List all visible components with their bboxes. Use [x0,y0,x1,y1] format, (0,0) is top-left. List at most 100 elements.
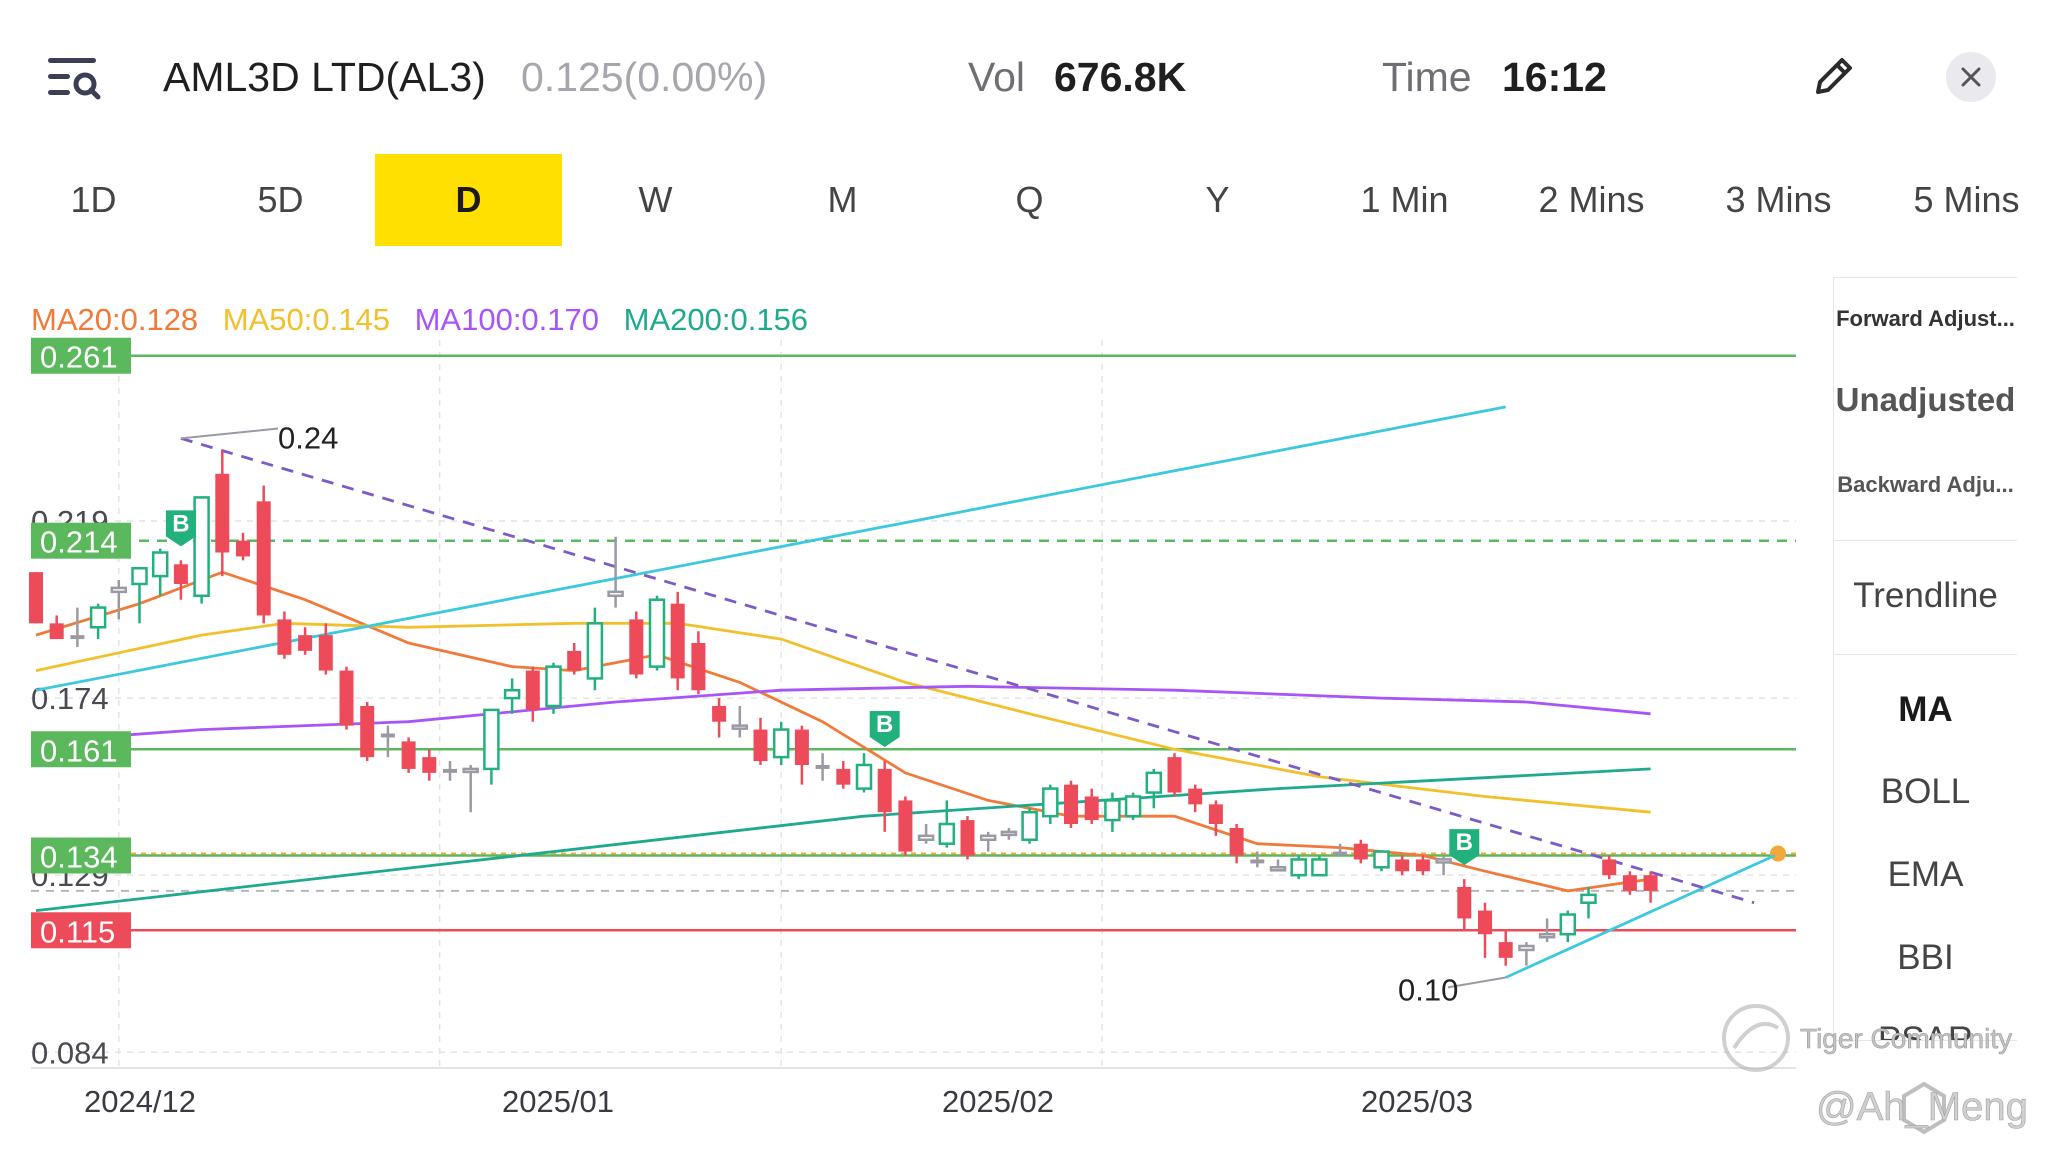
indicator-bbi[interactable]: BBI [1897,938,1954,977]
candle-body [691,643,706,691]
annotation-high: 0.24 [278,420,338,455]
buy-marker-label: B [1456,829,1473,856]
forward-adjust-option[interactable]: Forward Adjust... [1836,306,2015,331]
candle-body [173,564,188,584]
period-tabs: 1D 5D D W M Q Y 1 Min 2 Mins 3 Mins 5 Mins [0,154,2048,246]
annotation-low: 0.10 [1398,972,1458,1007]
candle-body [1559,913,1577,936]
candle-body [1124,795,1142,818]
tab-y[interactable]: Y [1205,179,1230,220]
candle-body [1104,799,1121,822]
candle-body [917,834,935,842]
volume-value: 676.8K [1054,54,1187,100]
candle-body [1021,810,1038,842]
candle-body [401,741,416,769]
candle-body [898,800,913,852]
backward-adjust-option[interactable]: Backward Adju... [1837,472,2014,497]
candle-body [1167,757,1182,793]
y-tick-label: 0.219 [31,504,109,539]
watermark-handle: @Ah_Meng [1816,1085,2028,1129]
candle-body [648,598,666,668]
close-icon [1961,67,1981,87]
annotation-leader [1447,976,1506,989]
candle-body [1602,859,1617,876]
level-label: 0.115 [40,914,115,949]
candle-body [1498,942,1513,958]
stock-title: AML3D LTD(AL3) [163,54,486,100]
candle-body [545,665,562,708]
level-badge [31,337,131,374]
tab-q[interactable]: Q [1015,179,1044,220]
ma20-legend: MA20:0.128 [31,302,199,337]
tab-3-mins[interactable]: 3 Mins [1725,179,1832,220]
tab-2-mins[interactable]: 2 Mins [1538,179,1645,220]
candle-body [318,635,333,671]
candle-body [960,820,975,856]
candle-body [443,768,457,773]
alert-dot [1770,845,1786,862]
candle-body [1395,859,1410,872]
candle-body [215,473,230,553]
time-value: 16:12 [1502,54,1607,100]
candle-body [607,590,624,598]
tab-5-mins[interactable]: 5 Mins [1913,179,2020,220]
y-tick-label: 0.129 [31,858,109,893]
indicator-ema[interactable]: EMA [1887,855,1964,894]
pencil-icon[interactable] [1810,52,1858,100]
candle-body [1518,944,1535,952]
indicator-psar[interactable]: PSAR [1877,1020,1974,1041]
candle-body [380,733,395,738]
close-button[interactable] [1946,52,1996,102]
tab-m[interactable]: M [827,179,858,220]
hexagon-icon [1902,1081,1946,1135]
x-tick-label: 2025/02 [942,1084,1054,1119]
buy-marker [165,510,196,547]
chart-header: AML3D LTD(AL3) 0.125(0.00%) Vol 676.8K T… [0,0,2048,150]
unadjusted-option[interactable]: Unadjusted [1835,381,2016,418]
candle-body [1643,875,1658,891]
candle-body [503,688,521,700]
candle-body [855,763,873,790]
search-list-icon[interactable] [48,54,102,104]
level-badge [31,522,131,559]
candle-body [151,551,169,578]
candle-body [1229,827,1244,856]
buy-marker [1449,829,1480,866]
candle-body [110,586,128,594]
tab-d[interactable]: D [375,154,562,246]
candle-body [979,834,997,842]
buy-marker [869,711,900,748]
candle-body [731,724,749,730]
level-label: 0.161 [40,733,118,768]
candle-body [1622,875,1637,891]
candle-body [1269,866,1287,872]
level-label: 0.261 [40,340,118,375]
y-tick-label: 0.261 [31,339,109,374]
trendline [1505,854,1776,979]
tab-5d[interactable]: 5D [257,179,304,220]
candle-body [131,566,148,586]
tab-1-min[interactable]: 1 Min [1360,179,1449,220]
ma-line-ma100 [35,684,1651,743]
candle-body [938,822,956,845]
price-change: 0.125(0.00%) [521,54,768,100]
ma-legend: MA20:0.128 MA50:0.145 MA100:0.170 MA200:… [31,302,824,338]
x-tick-label: 2025/01 [502,1084,614,1119]
ma-line-ma200 [35,767,1651,912]
indicator-ma[interactable]: MA [1898,690,1953,729]
candle-body [1457,886,1472,919]
indicator-boll[interactable]: BOLL [1880,772,1971,811]
level-badge [31,837,131,874]
candle-body [1290,858,1307,877]
ma-line-ma50 [35,621,1651,814]
ma200-legend: MA200:0.156 [623,302,809,337]
candle-body [525,670,540,710]
candle-body [1538,932,1556,939]
tab-1d[interactable]: 1D [70,179,117,220]
divider [1834,654,2017,655]
trendline-option[interactable]: Trendline [1853,576,1998,615]
tab-w[interactable]: W [638,179,673,220]
candle-body [256,501,271,616]
candle-body [753,729,768,762]
candle-body [1145,771,1163,794]
